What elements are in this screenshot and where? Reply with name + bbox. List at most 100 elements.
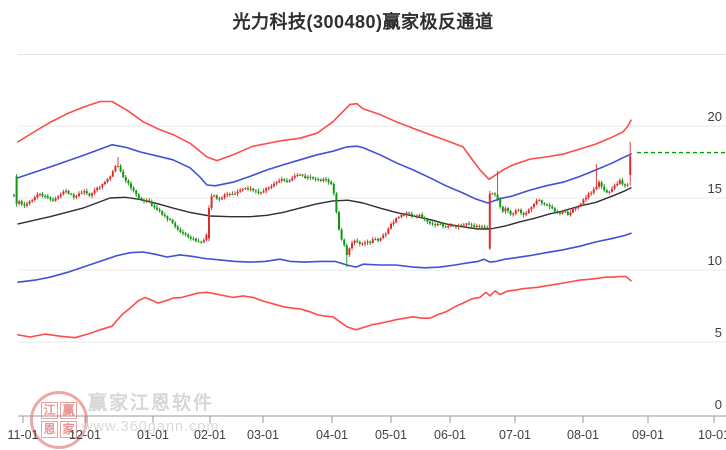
candle-body [587,193,590,198]
candle-body [231,193,234,195]
band-middle_black [17,187,632,230]
candle-body [270,186,273,188]
candle-body [538,200,541,202]
candle-body [540,200,543,204]
candle-body [327,179,330,183]
candle-body [551,206,554,209]
candle-body [91,193,93,196]
candle-body [574,207,577,210]
candle-body [603,186,606,191]
candle-body [143,199,145,202]
candle-body [137,194,140,198]
candle-body [390,224,392,229]
candle-body [405,212,408,215]
candle-body [527,209,530,213]
candle-body [179,229,182,233]
candle-body [254,190,257,192]
candle-body [117,166,119,168]
candle-body [234,193,236,195]
band-outer_lower_red [17,275,632,339]
candle-body [296,175,299,176]
candle-body [486,227,489,229]
candle-body [83,191,86,193]
x-tick-label: 09-01 [632,428,664,442]
candle-body [257,191,260,193]
candle-body [338,212,340,230]
candle-body [195,238,197,241]
candle-body [49,197,52,200]
candle-body [85,191,88,194]
watermark-seal-grid: 江 赢 恩 家 [41,402,77,438]
candle-body [481,226,483,228]
candle-body [15,176,18,204]
x-tick-label: 12-01 [69,428,101,442]
candle-body [309,176,312,178]
candle-body [361,243,364,245]
candle-body [343,239,346,246]
candle-body [200,241,203,243]
candle-body [491,193,494,195]
candle-body [351,243,353,249]
candle-body [130,183,132,188]
candle-body [252,188,255,191]
candle-body [496,194,499,200]
candle-body [114,166,117,172]
candle-body [442,224,444,227]
candle-body [67,190,70,194]
candle-body [187,234,190,238]
candle-body [98,187,101,189]
candle-body [566,211,569,215]
candle-body [52,199,54,201]
x-tick-label: 04-01 [316,428,348,442]
watermark-url-text: www.360gann.com [82,419,220,435]
candle-body [280,179,283,181]
candle-body [546,204,548,206]
candle-body [41,193,44,197]
candlesticks [13,141,632,268]
candle-body [163,214,166,217]
watermark-seal-char: 赢 [60,402,77,419]
candle-body [72,194,75,198]
candle-body [608,191,611,193]
candle-body [548,204,551,207]
candle-body [262,191,265,193]
candle-body [286,180,288,182]
x-tick-label: 07-01 [499,428,531,442]
candle-body [478,225,481,227]
candle-body [616,183,619,186]
candle-body [213,195,216,197]
candle-body [192,238,195,240]
candle-body [169,219,171,221]
candle-body [392,222,395,224]
candle-body [109,176,112,179]
candle-body [369,241,372,243]
candle-body [408,212,411,214]
candle-body [161,211,164,215]
candle-body [13,195,15,197]
candle-body [26,203,28,206]
candle-body [330,182,333,184]
candle-body [431,223,434,225]
candle-body [618,180,621,184]
candle-body [124,177,127,181]
x-tick-label: 08-01 [567,428,599,442]
candle-body [340,229,343,240]
candle-body [111,171,114,177]
candle-body [577,205,580,208]
candle-body [208,208,210,239]
candle-body [325,179,327,181]
candle-body [135,190,138,195]
candle-body [371,239,374,243]
candle-body [426,219,429,222]
candle-body [611,188,613,192]
candle-body [75,196,78,198]
candle-body [299,174,301,176]
candle-body [319,179,322,181]
watermark-seal-logo: 江 赢 恩 家 [30,391,88,449]
candle-body [96,187,99,191]
band-inner_upper_blue [17,143,632,204]
candle-body [265,188,268,192]
candle-body [153,205,156,208]
candle-body [93,190,96,194]
candle-body [423,217,426,220]
